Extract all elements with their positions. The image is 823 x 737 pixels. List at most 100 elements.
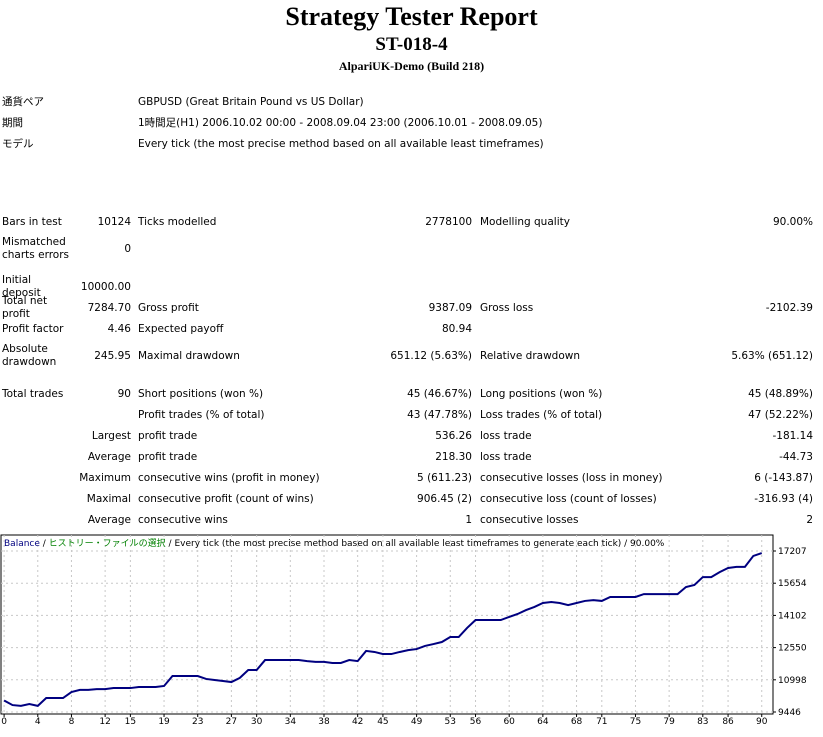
stat-value: 245.95 xyxy=(94,350,131,362)
stat-label: consecutive profit (count of wins) xyxy=(138,493,314,505)
stat-value: 10124 xyxy=(97,216,131,228)
stat-label: Loss trades (% of total) xyxy=(480,409,603,421)
stat-label: consecutive wins (profit in money) xyxy=(138,472,320,484)
stat-value: 4.46 xyxy=(107,323,131,335)
stat-label: Relative drawdown xyxy=(480,350,581,362)
stat-label: Initial deposit xyxy=(2,274,41,299)
stat-value: 80.94 xyxy=(441,323,472,335)
stat-value: 651.12 (5.63%) xyxy=(390,350,472,362)
stat-label: loss trade xyxy=(480,451,532,463)
x-tick-label: 86 xyxy=(722,717,734,727)
y-tick-label: 14102 xyxy=(778,611,807,621)
stat-value: -44.73 xyxy=(779,451,813,463)
stat-value: 47 (52.22%) xyxy=(748,409,813,421)
legend-text: / xyxy=(40,539,49,549)
stat-value: 7284.70 xyxy=(87,302,131,314)
stat-label: Short positions (won %) xyxy=(138,388,264,400)
legend-text: ヒストリー・ファイルの選択 xyxy=(49,537,166,549)
stat-value: 2 xyxy=(806,514,813,526)
x-tick-label: 60 xyxy=(503,717,515,727)
stat-label: Gross profit xyxy=(138,302,199,314)
stat-label: Profit factor xyxy=(2,323,64,335)
y-tick-label: 10998 xyxy=(778,676,807,686)
legend-entry: Balance xyxy=(4,539,40,549)
stat-label: Total trades xyxy=(2,388,64,400)
stat-label: Expected payoff xyxy=(138,323,224,335)
stat-label: loss trade xyxy=(480,430,532,442)
legend-text: / Every tick (the most precise method ba… xyxy=(166,539,665,549)
report-title: Strategy Tester Report xyxy=(285,2,538,31)
x-tick-label: 71 xyxy=(596,717,607,727)
stat-value: 536.26 xyxy=(435,430,472,442)
x-tick-label: 45 xyxy=(377,717,388,727)
x-tick-label: 75 xyxy=(630,717,641,727)
stat-label: consecutive loss (count of losses) xyxy=(480,493,657,505)
x-tick-label: 8 xyxy=(69,717,75,727)
x-tick-label: 83 xyxy=(697,717,708,727)
x-tick-label: 15 xyxy=(125,717,136,727)
stat-value: 90 xyxy=(117,388,131,400)
stat-label: consecutive losses xyxy=(480,514,579,526)
stat-label: profit trade xyxy=(138,430,198,442)
stat-value: 90.00% xyxy=(772,216,813,228)
stat-value: 6 (-143.87) xyxy=(754,472,813,484)
stat-value: 5 (611.23) xyxy=(417,472,472,484)
plot-frame xyxy=(0,534,774,715)
x-tick-label: 12 xyxy=(99,717,110,727)
stat-value: 2778100 xyxy=(425,216,472,228)
stat-value: 9387.09 xyxy=(428,302,472,314)
stat-label: Largest xyxy=(91,430,131,442)
stat-label: Modelling quality xyxy=(480,216,570,228)
stat-label: Ticks modelled xyxy=(138,216,217,228)
chart-legend: Balance / ヒストリー・ファイルの選択 / Every tick (th… xyxy=(4,537,665,549)
stat-value: -2102.39 xyxy=(765,302,813,314)
stat-label: Mismatched charts errors xyxy=(2,236,69,261)
stat-value: 218.30 xyxy=(435,451,472,463)
stat-label: Gross loss xyxy=(480,302,534,314)
stat-label: profit trade xyxy=(138,451,198,463)
stat-value: 10000.00 xyxy=(80,281,131,293)
x-tick-label: 90 xyxy=(756,717,768,727)
stat-label: Average xyxy=(87,514,131,526)
stat-value: 5.63% (651.12) xyxy=(731,350,813,362)
stat-value: 1 xyxy=(465,514,472,526)
y-tick-label: 15654 xyxy=(778,579,807,589)
x-tick-label: 23 xyxy=(192,717,203,727)
info-text: GBPUSD (Great Britain Pound vs US Dollar… xyxy=(138,96,364,108)
stat-value: 45 (46.67%) xyxy=(407,388,472,400)
info-label: モデル xyxy=(2,138,34,150)
y-tick-label: 9446 xyxy=(778,708,801,718)
y-tick-label: 17207 xyxy=(778,547,807,557)
x-tick-label: 38 xyxy=(318,717,330,727)
info-label: 期間 xyxy=(2,117,23,129)
stat-label: Maximal xyxy=(86,493,131,505)
stat-label: consecutive losses (loss in money) xyxy=(480,472,663,484)
build-info: AlpariUK-Demo (Build 218) xyxy=(338,59,485,73)
info-text: Every tick (the most precise method base… xyxy=(138,138,544,150)
x-tick-label: 42 xyxy=(352,717,363,727)
stat-label: Total net profit xyxy=(2,295,48,320)
x-tick-label: 56 xyxy=(470,717,482,727)
x-tick-label: 64 xyxy=(537,717,549,727)
report-subtitle: ST-018-4 xyxy=(375,34,448,55)
x-tick-label: 30 xyxy=(251,717,263,727)
stat-value: 45 (48.89%) xyxy=(748,388,813,400)
y-tick-label: 12550 xyxy=(778,644,807,654)
stat-value: 43 (47.78%) xyxy=(407,409,472,421)
stat-label: Profit trades (% of total) xyxy=(138,409,265,421)
stat-value: 906.45 (2) xyxy=(417,493,472,505)
x-tick-label: 53 xyxy=(445,717,456,727)
x-tick-label: 68 xyxy=(571,717,583,727)
stat-value: -181.14 xyxy=(772,430,813,442)
x-tick-label: 49 xyxy=(411,717,423,727)
x-tick-label: 27 xyxy=(226,717,237,727)
stat-label: Bars in test xyxy=(2,216,62,228)
stat-label: Absolute drawdown xyxy=(2,343,57,368)
x-tick-label: 0 xyxy=(1,717,7,727)
stat-label: Average xyxy=(87,451,131,463)
stat-label: consecutive wins xyxy=(138,514,228,526)
balance-line xyxy=(3,552,763,707)
stat-value: 0 xyxy=(124,243,131,255)
stat-label: Maximal drawdown xyxy=(138,350,240,362)
